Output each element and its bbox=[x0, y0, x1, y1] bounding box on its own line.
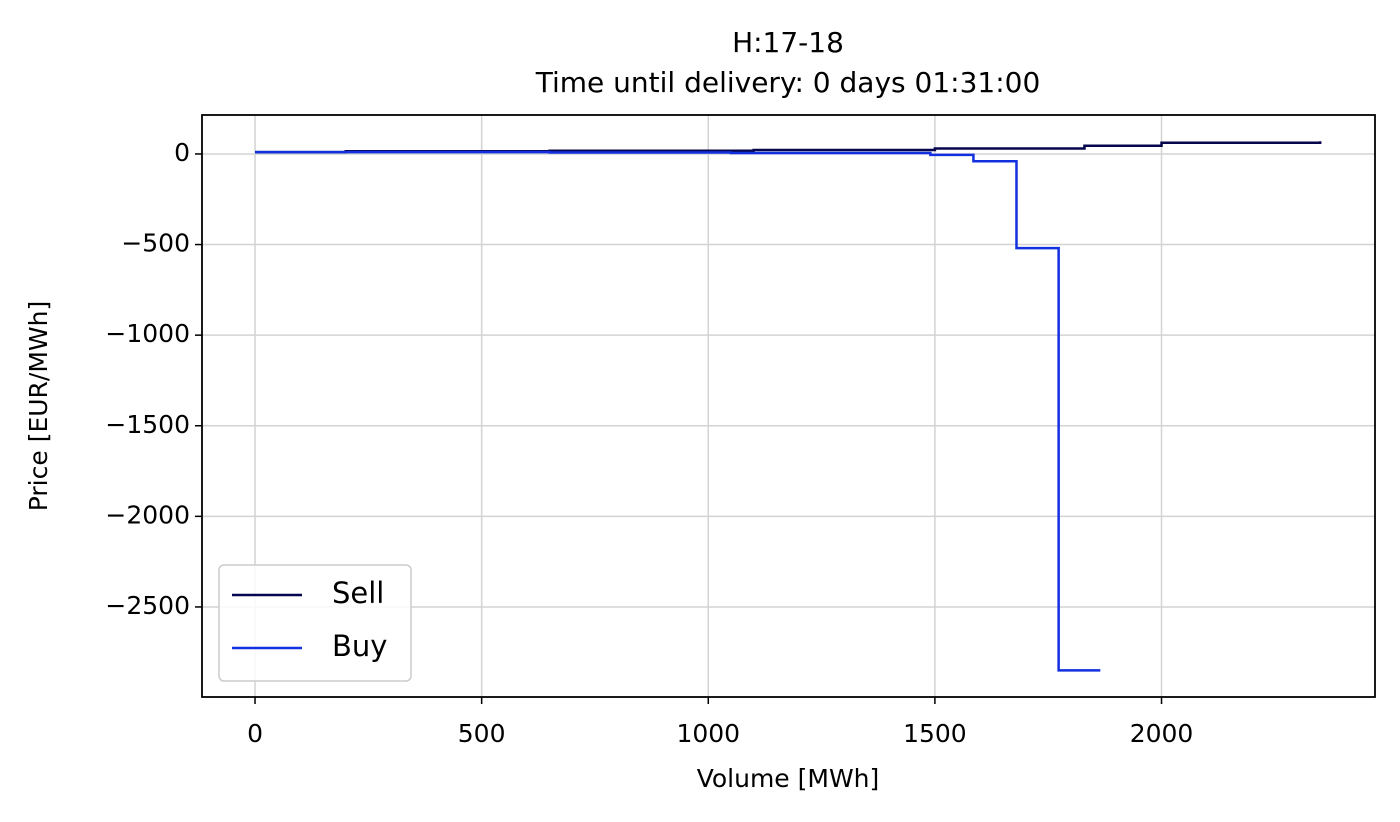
y-axis-label: Price [EUR/MWh] bbox=[24, 301, 53, 511]
x-tick-label: 500 bbox=[458, 719, 506, 748]
y-tick-label: 0 bbox=[174, 138, 190, 167]
y-tick-label: −1500 bbox=[105, 410, 190, 439]
legend-label: Buy bbox=[332, 629, 387, 663]
y-tick-label: −2000 bbox=[105, 500, 190, 529]
y-tick-label: −1000 bbox=[105, 319, 190, 348]
plot-frame bbox=[201, 114, 1376, 698]
y-tick-label: −500 bbox=[121, 229, 190, 258]
x-tick-label: 0 bbox=[247, 719, 263, 748]
x-tick-label: 1000 bbox=[676, 719, 740, 748]
series-line bbox=[255, 141, 1322, 154]
y-tick-label: −2500 bbox=[105, 591, 190, 620]
chart-title: H:17-18 bbox=[732, 26, 844, 59]
legend-label: Sell bbox=[332, 576, 384, 610]
x-axis-label: Volume [MWh] bbox=[697, 764, 880, 793]
chart-subtitle: Time until delivery: 0 days 01:31:00 bbox=[535, 66, 1041, 99]
series-line bbox=[255, 150, 1101, 672]
x-tick-label: 1500 bbox=[903, 719, 967, 748]
x-tick-label: 2000 bbox=[1130, 719, 1194, 748]
